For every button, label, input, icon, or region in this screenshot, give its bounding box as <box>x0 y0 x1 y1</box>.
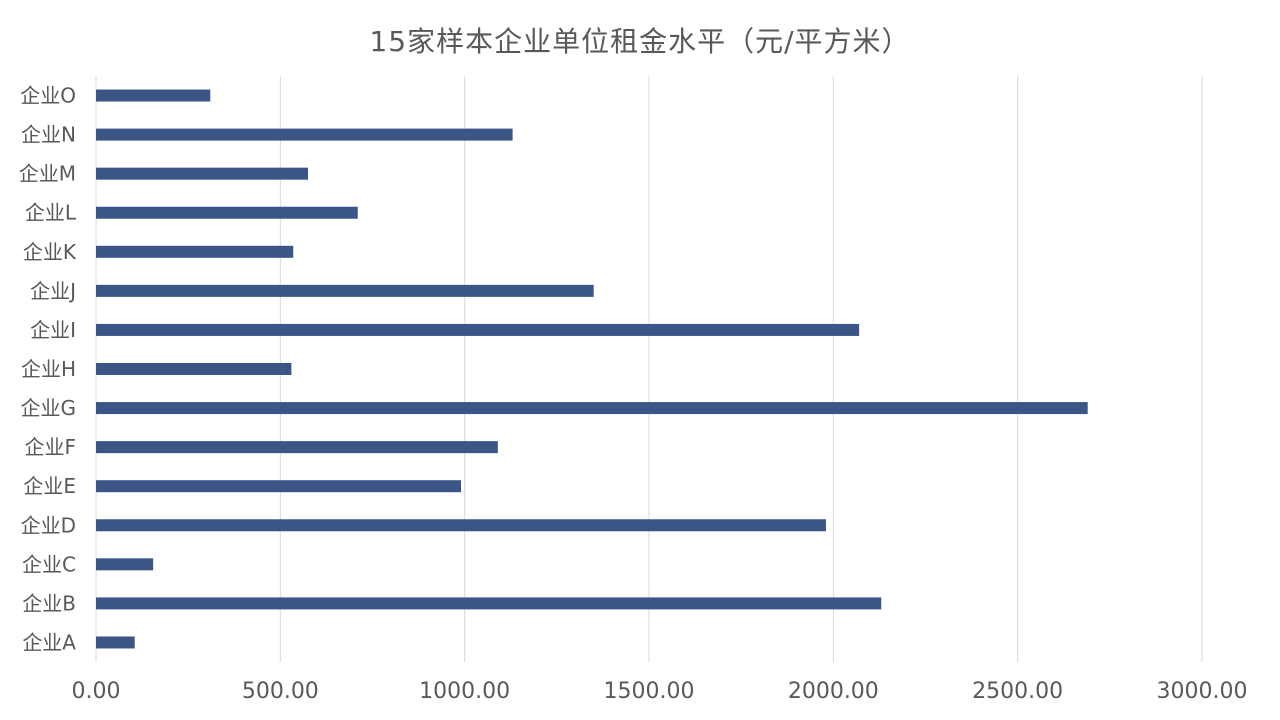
bar <box>96 245 294 258</box>
y-tick-label: 企业H <box>21 357 76 381</box>
y-tick-label: 企业J <box>30 279 76 303</box>
bar <box>96 284 594 297</box>
y-tick-label: 企业D <box>21 513 76 537</box>
y-tick-label: 企业B <box>22 591 76 615</box>
y-tick-label: 企业I <box>30 318 76 342</box>
y-tick-label: 企业C <box>22 552 76 576</box>
bar <box>96 558 154 571</box>
bar <box>96 597 882 610</box>
x-tick-label: 1000.00 <box>419 679 510 704</box>
bar <box>96 402 1088 415</box>
bar <box>96 89 211 102</box>
x-tick-label: 2500.00 <box>972 679 1063 704</box>
x-tick-label: 3000.00 <box>1157 679 1248 704</box>
bar <box>96 636 135 649</box>
y-tick-label: 企业F <box>24 435 76 459</box>
x-tick-label: 2000.00 <box>788 679 879 704</box>
bar <box>96 480 461 493</box>
x-axis-labels: 0.00 500.00 1000.00 1500.00 2000.00 2500.00 30… <box>72 679 1248 704</box>
bar <box>96 323 860 336</box>
y-tick-label: 企业L <box>25 201 77 225</box>
bar <box>96 128 513 141</box>
x-tick-label: 1500.00 <box>604 679 695 704</box>
y-tick-label: 企业G <box>21 396 77 420</box>
bar <box>96 519 826 532</box>
y-tick-label: 企业M <box>19 162 76 186</box>
y-tick-label: 企业N <box>21 123 76 147</box>
y-tick-label: 企业O <box>20 84 76 108</box>
bar <box>96 363 292 375</box>
bar <box>96 441 498 454</box>
y-tick-label: 企业A <box>22 630 76 654</box>
bar <box>96 206 358 219</box>
bars <box>96 89 1088 649</box>
bar <box>96 167 308 180</box>
x-tick-label: 500.00 <box>242 679 319 704</box>
y-axis-labels: 企业O 企业N 企业M 企业L 企业K 企业J 企业I 企业H 企业G 企业F 企业E 企业D 企业C 企… <box>19 84 77 655</box>
chart-title: 15家样本企业单位租金水平（元/平方米） <box>369 25 911 58</box>
y-tick-label: 企业K <box>23 240 77 264</box>
y-tick-label: 企业E <box>23 474 76 498</box>
x-tick-label: 0.00 <box>72 679 121 704</box>
